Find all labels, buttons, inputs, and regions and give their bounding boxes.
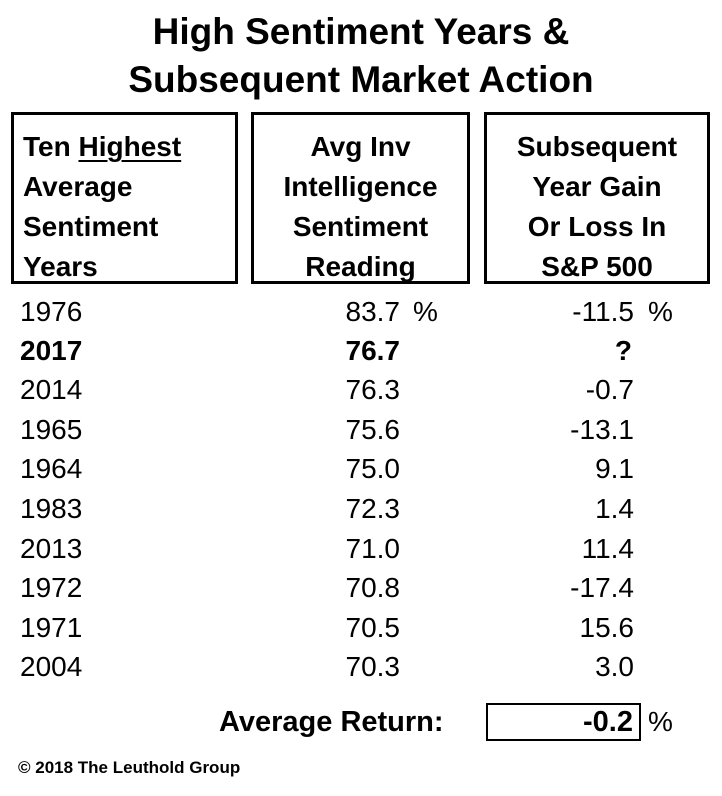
table-row: 1965 75.6 -13.1 [0,410,722,450]
average-return-box: -0.2 [486,703,641,741]
row-sentiment: 76.3 [345,374,401,405]
row-year: 1964 [20,453,83,484]
header-years-line-1a: Ten [23,131,79,162]
row-year: 2013 [20,533,83,564]
row-sentiment: 75.0 [345,453,401,484]
row-gain: ? [614,335,632,366]
row-sentiment: 83.7 [345,296,401,327]
row-year: 2004 [20,651,83,682]
row-sentiment: 76.7 [345,335,401,366]
header-sentiment: Avg Inv Intelligence Sentiment Reading [251,112,470,284]
header-gain-line-3: Or Loss In [527,211,667,242]
average-return-unit: % [648,706,673,737]
table-row: 2004 70.3 3.0 [0,647,722,687]
row-gain: -11.5 [572,296,634,327]
header-years: Ten Highest Average Sentiment Years [11,112,238,284]
row-year: 1971 [20,612,83,643]
average-return-label: Average Return: [219,706,444,738]
row-year: 2017 [20,335,83,366]
header-sentiment-line-2: Intelligence [283,171,438,202]
row-gain: 15.6 [579,612,635,643]
title-line-1: High Sentiment Years & [152,11,570,52]
table-row: 1983 72.3 1.4 [0,489,722,529]
table-row: 1972 70.8 -17.4 [0,568,722,608]
header-sentiment-line-1: Avg Inv [310,131,411,162]
header-gain-line-2: Year Gain [532,171,662,202]
row-gain: -0.7 [585,374,634,405]
row-sentiment: 72.3 [345,493,401,524]
table-row: 2014 76.3 -0.7 [0,370,722,410]
row-year: 1976 [20,296,83,327]
copyright-notice: © 2018 The Leuthold Group [18,758,241,777]
title-line-2: Subsequent Market Action [128,59,594,100]
header-gain-line-4: S&P 500 [541,251,653,282]
row-year: 1965 [20,414,83,445]
row-gain: 1.4 [595,493,634,524]
row-year: 1983 [20,493,83,524]
row-sentiment-percent: % [413,296,438,327]
header-years-line-1: Ten Highest [23,127,235,167]
header-gain-line-1: Subsequent [516,131,678,162]
header-years-line-4: Years [23,251,98,282]
row-gain: 3.0 [595,651,634,682]
row-gain: -13.1 [570,414,634,445]
row-sentiment: 70.8 [345,572,401,603]
header-sentiment-line-4: Reading [305,251,416,282]
table-row: 1976 83.7 % -11.5 % [0,292,722,332]
row-sentiment: 70.5 [345,612,401,643]
row-gain-percent: % [648,296,673,327]
header-years-line-2: Average [23,171,133,202]
header-years-line-3: Sentiment [23,211,159,242]
row-year: 2014 [20,374,83,405]
table-row-highlight: 2017 76.7 ? [0,331,722,371]
row-sentiment: 75.6 [345,414,401,445]
row-year: 1972 [20,572,83,603]
row-gain: -17.4 [570,572,634,603]
row-sentiment: 71.0 [345,533,401,564]
table-row: 1971 70.5 15.6 [0,608,722,648]
header-gain: Subsequent Year Gain Or Loss In S&P 500 [484,112,710,284]
row-gain: 9.1 [595,453,634,484]
average-return-value: -0.2 [583,706,633,738]
header-sentiment-line-3: Sentiment [292,211,429,242]
header-years-highest: Highest [78,131,182,162]
row-sentiment: 70.3 [345,651,401,682]
table-row: 2013 71.0 11.4 [0,529,722,569]
table-row: 1964 75.0 9.1 [0,449,722,489]
row-gain: 11.4 [581,533,634,564]
